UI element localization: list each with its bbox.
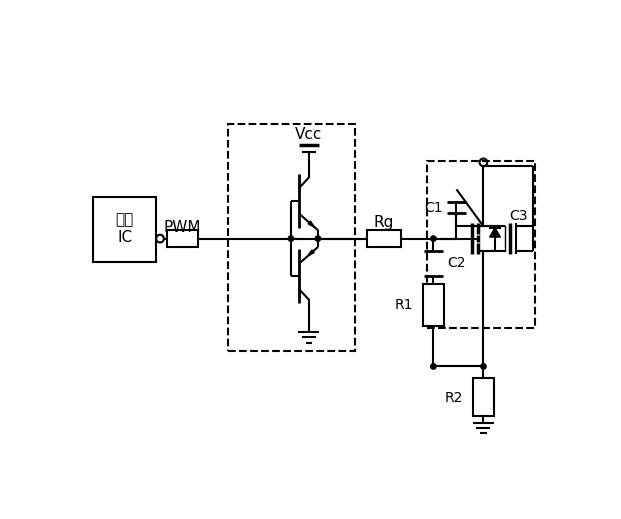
Text: R1: R1 bbox=[395, 298, 414, 312]
Circle shape bbox=[431, 364, 436, 369]
Bar bbox=[228, 124, 355, 351]
Text: R2: R2 bbox=[445, 391, 463, 405]
Circle shape bbox=[431, 236, 436, 241]
Text: Rg: Rg bbox=[374, 215, 394, 230]
Text: Vcc: Vcc bbox=[295, 127, 322, 142]
Bar bbox=[423, 284, 444, 326]
Polygon shape bbox=[307, 250, 314, 256]
Text: IC: IC bbox=[117, 230, 132, 245]
Circle shape bbox=[315, 236, 320, 241]
Text: 电源: 电源 bbox=[116, 213, 134, 228]
Bar bbox=[93, 197, 156, 263]
Polygon shape bbox=[489, 228, 501, 237]
Text: PWM: PWM bbox=[163, 220, 201, 235]
Circle shape bbox=[288, 236, 294, 241]
Bar bbox=[167, 230, 197, 247]
Text: C2: C2 bbox=[447, 256, 466, 270]
Text: C1: C1 bbox=[424, 201, 443, 215]
Bar bbox=[367, 230, 401, 247]
Polygon shape bbox=[308, 221, 315, 227]
Text: C3: C3 bbox=[510, 209, 528, 223]
Circle shape bbox=[481, 364, 486, 369]
Bar bbox=[427, 161, 535, 328]
Bar bbox=[473, 378, 494, 416]
